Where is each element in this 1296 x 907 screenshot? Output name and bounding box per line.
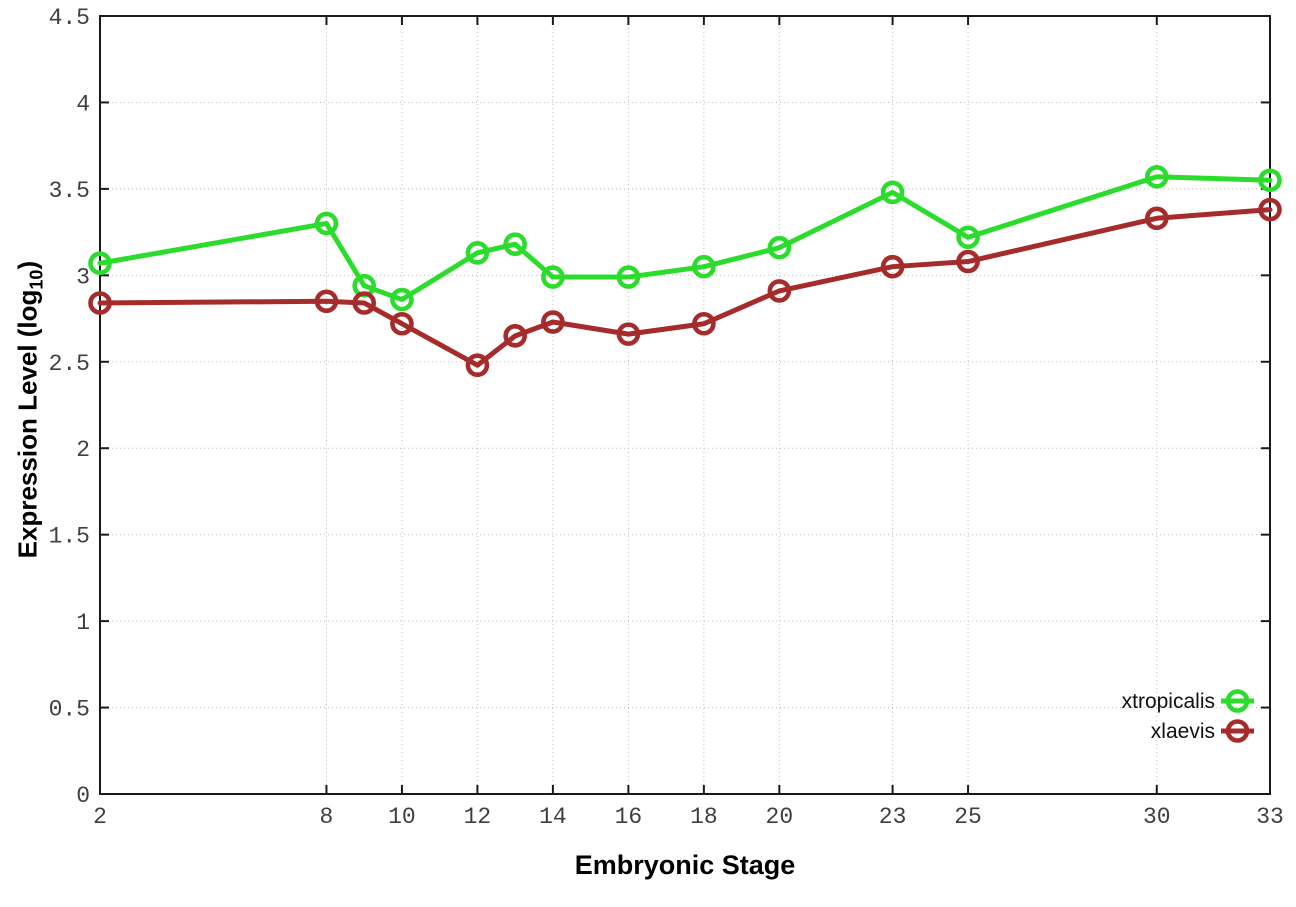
series-line-xlaevis bbox=[97, 207, 1273, 368]
x-tick-label: 25 bbox=[954, 804, 982, 830]
data-point-xlaevis bbox=[314, 289, 339, 314]
x-tick-label: 20 bbox=[766, 804, 794, 830]
x-tick-label: 12 bbox=[464, 804, 492, 830]
data-point-xtropicalis bbox=[390, 287, 414, 312]
data-point-xtropicalis bbox=[956, 225, 980, 250]
data-point-xlaevis bbox=[880, 254, 905, 279]
x-tick-label: 14 bbox=[539, 804, 567, 830]
x-tick-label: 2 bbox=[93, 804, 107, 830]
data-point-xlaevis bbox=[88, 291, 112, 315]
data-point-xlaevis bbox=[956, 249, 980, 274]
data-point-xtropicalis bbox=[880, 180, 905, 205]
legend-marker-xtropicalis bbox=[1225, 689, 1250, 713]
data-point-xtropicalis bbox=[314, 211, 339, 236]
legend-entry-xlaevis: xlaevis bbox=[1151, 719, 1254, 743]
y-tick-label: 1 bbox=[76, 610, 90, 636]
x-tick-label: 8 bbox=[320, 804, 334, 830]
data-point-xtropicalis bbox=[616, 265, 641, 289]
legend-entry-xtropicalis: xtropicalis bbox=[1122, 689, 1254, 713]
data-point-xtropicalis bbox=[88, 251, 112, 276]
data-point-xlaevis bbox=[1258, 197, 1282, 222]
plot-border bbox=[99, 15, 1271, 795]
x-tick-label: 30 bbox=[1143, 804, 1171, 830]
data-point-xtropicalis bbox=[692, 254, 716, 279]
data-point-xlaevis bbox=[390, 311, 414, 336]
y-tick-label: 1.5 bbox=[49, 524, 90, 550]
y-tick-label: 0 bbox=[76, 783, 90, 809]
x-tick-label: 18 bbox=[690, 804, 718, 830]
y-axis-title-suffix: ) bbox=[12, 260, 43, 270]
data-point-xtropicalis bbox=[465, 241, 490, 265]
y-axis-title-text: Expression Level (log bbox=[12, 289, 43, 559]
legend-marker-xlaevis bbox=[1225, 719, 1250, 743]
x-axis-title: Embryonic Stage bbox=[574, 850, 796, 880]
x-tick-label: 23 bbox=[879, 804, 907, 830]
x-tick-label: 16 bbox=[615, 804, 643, 830]
data-point-xlaevis bbox=[1144, 206, 1169, 231]
data-point-xtropicalis bbox=[541, 265, 565, 289]
y-axis-title: Expression Level (log10) bbox=[12, 220, 47, 600]
data-point-xlaevis bbox=[767, 279, 792, 303]
y-axis-title-subscript: 10 bbox=[26, 269, 47, 290]
legend-label-xtropicalis: xtropicalis bbox=[1122, 690, 1215, 713]
series-line-xtropicalis bbox=[97, 174, 1273, 303]
data-point-xlaevis bbox=[352, 291, 376, 315]
data-point-xtropicalis bbox=[767, 235, 792, 260]
y-tick-label: 4 bbox=[76, 91, 90, 117]
x-tick-label: 33 bbox=[1256, 804, 1284, 830]
x-tick-label: 10 bbox=[388, 804, 416, 830]
y-tick-label: 2 bbox=[76, 437, 90, 463]
data-point-xlaevis bbox=[692, 311, 716, 336]
y-tick-label: 3.5 bbox=[49, 178, 90, 204]
y-tick-label: 0.5 bbox=[49, 697, 90, 723]
data-point-xlaevis bbox=[541, 310, 565, 334]
data-point-xlaevis bbox=[503, 324, 527, 348]
y-tick-label: 3 bbox=[76, 264, 90, 290]
data-point-xtropicalis bbox=[503, 232, 527, 257]
data-point-xtropicalis bbox=[1258, 168, 1282, 193]
data-point-xtropicalis bbox=[1144, 164, 1169, 189]
y-tick-label: 4.5 bbox=[49, 5, 90, 31]
y-tick-label: 2.5 bbox=[49, 351, 90, 377]
data-point-xlaevis bbox=[616, 322, 641, 346]
data-point-xlaevis bbox=[465, 353, 490, 378]
legend-label-xlaevis: xlaevis bbox=[1151, 720, 1215, 743]
